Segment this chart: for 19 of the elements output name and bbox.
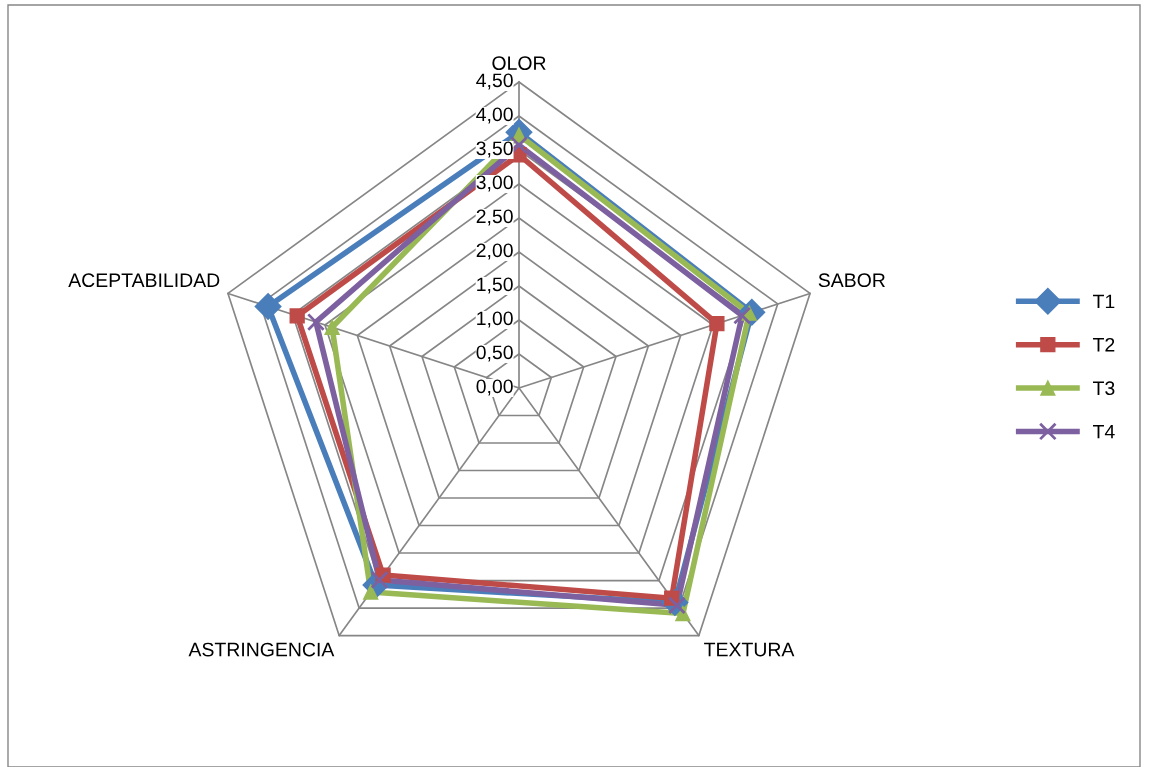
spoke-label: ACEPTABILIDAD <box>68 273 220 288</box>
y-tick-label: 1,00 <box>477 311 513 328</box>
spoke-label: TEXTURA <box>704 642 795 657</box>
y-tick-label: 2,00 <box>476 243 513 260</box>
legend-label: T3 <box>1093 381 1115 396</box>
spoke-label: SABOR <box>818 273 885 288</box>
y-tick-label: 2,50 <box>476 209 513 226</box>
y-tick-label: 3,00 <box>476 175 513 192</box>
y-tick-label: 4,00 <box>476 107 513 124</box>
spoke-label: OLOR <box>492 56 546 70</box>
legend-label: T4 <box>1093 424 1115 439</box>
y-tick-label: 1,50 <box>477 277 513 294</box>
legend-label: T1 <box>1093 294 1115 309</box>
y-tick-label: 0,00 <box>476 379 513 396</box>
y-tick-label: 4,50 <box>476 73 513 90</box>
y-tick-label: 0,50 <box>476 345 513 362</box>
legend-label: T2 <box>1093 337 1115 352</box>
spoke-label: ASTRINGENCIA <box>188 642 335 657</box>
y-tick-label: 3,50 <box>476 141 513 158</box>
